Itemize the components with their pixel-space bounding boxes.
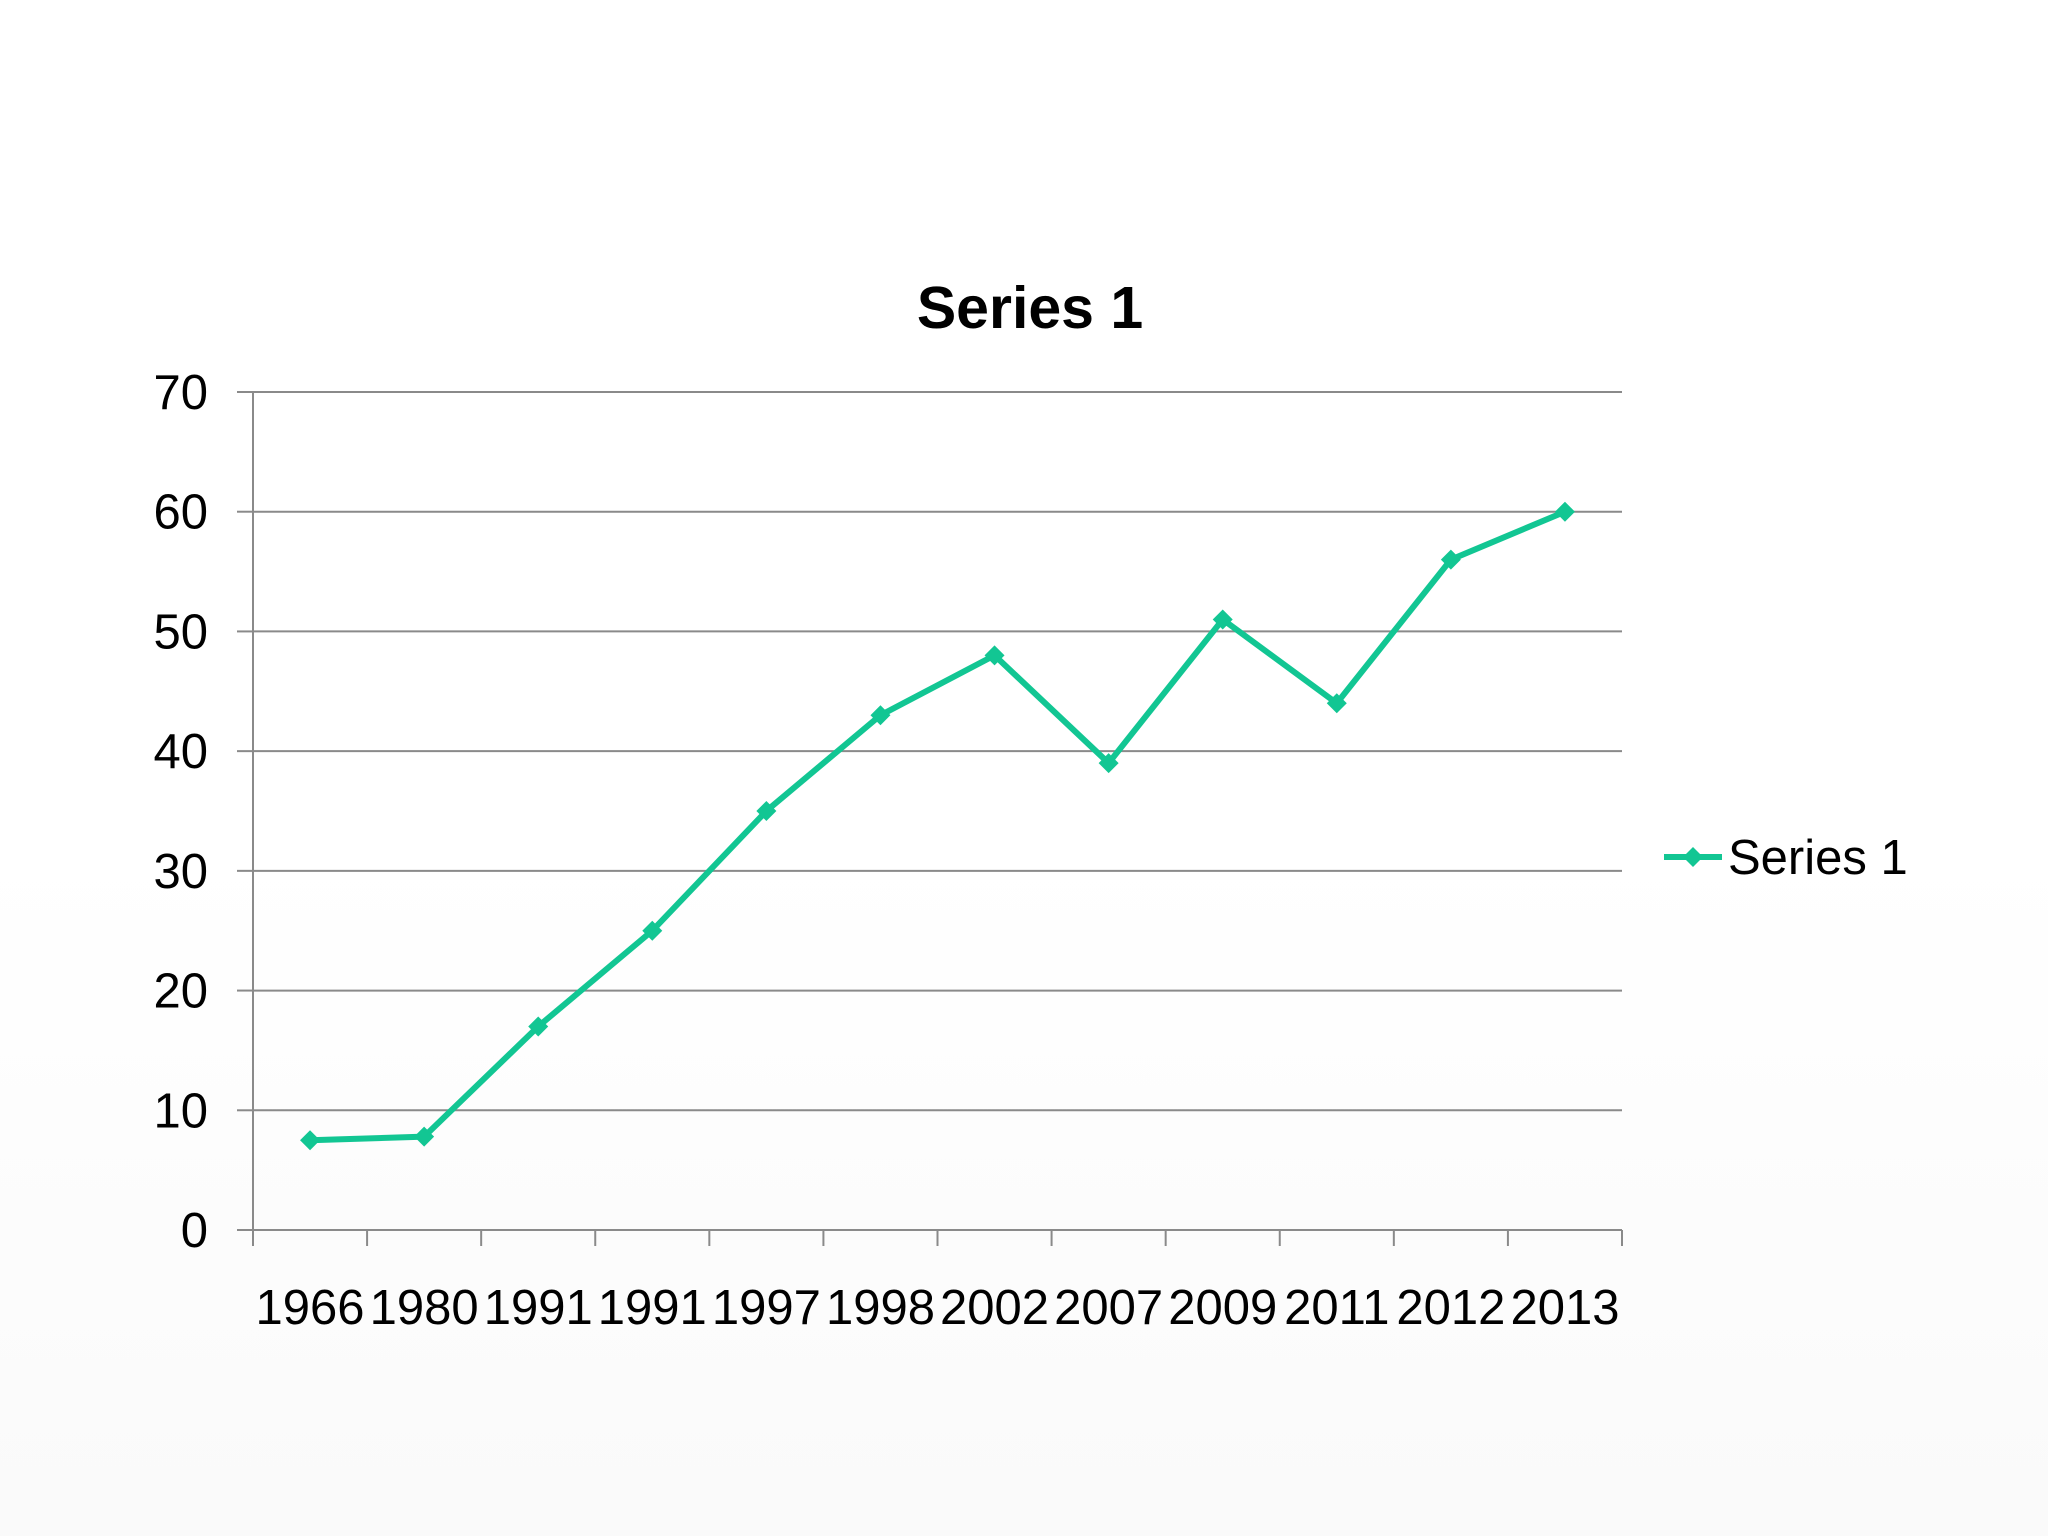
data-point-marker (984, 645, 1005, 666)
x-axis-tick-labels: 1966 1980 1991 1991 1997 1998 2002 2007 2009 2011… (256, 1281, 1620, 1335)
x-tick-label: 1980 (370, 1281, 479, 1335)
y-tick-label: 30 (153, 845, 208, 899)
series-line (309, 508, 1567, 1144)
data-point-marker (300, 1130, 321, 1151)
x-tick-label: 1991 (598, 1281, 707, 1335)
data-point-marker (1554, 501, 1575, 522)
x-tick-label: 1991 (484, 1281, 593, 1335)
x-tick-label: 2011 (1284, 1281, 1389, 1335)
gridlines (253, 391, 1622, 1112)
legend: Series 1 (1664, 831, 1908, 885)
y-axis-tick-labels: 0 10 20 30 40 50 60 70 (153, 366, 208, 1258)
y-tick-label: 70 (153, 366, 208, 420)
series-lines (300, 501, 1575, 1151)
axes (237, 391, 1623, 1246)
data-point-marker (756, 801, 777, 821)
data-point-marker (1326, 693, 1347, 714)
y-tick-label: 50 (153, 605, 208, 659)
x-tick-label: 2012 (1396, 1281, 1505, 1335)
data-point-marker (1098, 753, 1119, 774)
legend-label: Series 1 (1728, 831, 1908, 885)
x-tick-label: 2002 (940, 1281, 1049, 1335)
x-tick-label: 2007 (1054, 1281, 1163, 1335)
y-tick-label: 20 (153, 965, 208, 1019)
data-point-marker (414, 1126, 435, 1147)
x-tick-label: 1998 (826, 1281, 935, 1335)
data-point-marker (870, 705, 891, 726)
x-tick-label: 1997 (712, 1281, 821, 1335)
x-tick-label: 2009 (1168, 1281, 1277, 1335)
x-tick-label: 2013 (1510, 1281, 1619, 1335)
data-point-marker (528, 1016, 549, 1037)
y-tick-label: 0 (181, 1204, 208, 1258)
x-tick-label: 1966 (256, 1281, 365, 1335)
data-point-marker (642, 920, 663, 941)
data-point-marker (1212, 609, 1233, 630)
chart-title: Series 1 (917, 275, 1143, 341)
legend-marker-swatch (1683, 847, 1703, 867)
y-tick-label: 40 (153, 725, 208, 779)
y-tick-label: 10 (153, 1084, 208, 1138)
y-tick-label: 60 (153, 486, 208, 540)
data-point-marker (1440, 549, 1461, 570)
